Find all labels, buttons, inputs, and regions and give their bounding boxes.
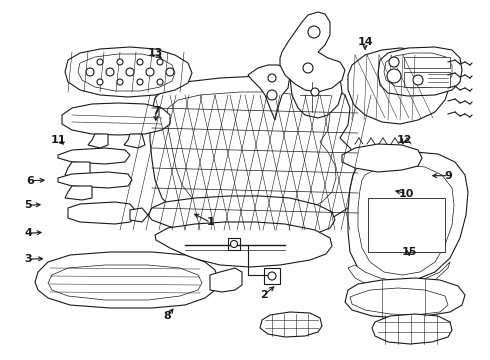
Polygon shape <box>290 68 342 118</box>
Circle shape <box>117 79 123 85</box>
Circle shape <box>389 57 399 67</box>
Circle shape <box>146 68 154 76</box>
Text: 1: 1 <box>207 217 215 228</box>
Text: 8: 8 <box>164 311 171 321</box>
Polygon shape <box>62 103 170 135</box>
Polygon shape <box>124 134 145 148</box>
Text: 7: 7 <box>152 106 160 116</box>
Text: 12: 12 <box>396 135 412 145</box>
Polygon shape <box>148 196 335 240</box>
Circle shape <box>157 59 163 65</box>
Polygon shape <box>58 172 132 188</box>
Polygon shape <box>384 53 452 88</box>
Circle shape <box>157 79 163 85</box>
Polygon shape <box>155 222 332 267</box>
Polygon shape <box>404 57 450 68</box>
Polygon shape <box>264 268 280 284</box>
Text: 4: 4 <box>24 228 32 238</box>
Polygon shape <box>348 262 450 290</box>
Polygon shape <box>78 54 175 91</box>
Text: 10: 10 <box>399 189 415 199</box>
Polygon shape <box>248 65 290 120</box>
Text: 6: 6 <box>26 176 34 186</box>
Circle shape <box>137 79 143 85</box>
Polygon shape <box>68 202 135 224</box>
Polygon shape <box>48 265 202 300</box>
Text: 9: 9 <box>444 171 452 181</box>
Polygon shape <box>378 47 462 96</box>
Polygon shape <box>58 148 130 164</box>
Text: 13: 13 <box>148 48 164 58</box>
Polygon shape <box>350 288 448 315</box>
Polygon shape <box>368 198 445 252</box>
Text: 11: 11 <box>51 135 67 145</box>
Polygon shape <box>88 134 108 148</box>
Polygon shape <box>358 165 454 275</box>
Polygon shape <box>348 152 468 282</box>
Polygon shape <box>404 72 450 87</box>
Circle shape <box>230 240 238 248</box>
Polygon shape <box>35 252 218 308</box>
Circle shape <box>311 88 319 96</box>
Polygon shape <box>342 144 422 172</box>
Polygon shape <box>65 162 90 178</box>
Text: 2: 2 <box>260 290 268 300</box>
Circle shape <box>268 272 276 280</box>
Polygon shape <box>348 48 450 124</box>
Polygon shape <box>345 278 465 318</box>
Polygon shape <box>280 12 345 92</box>
Circle shape <box>268 74 276 82</box>
Polygon shape <box>210 268 242 292</box>
Polygon shape <box>260 312 322 337</box>
Polygon shape <box>166 92 336 217</box>
Circle shape <box>106 68 114 76</box>
Circle shape <box>413 75 423 85</box>
Circle shape <box>303 63 313 73</box>
Circle shape <box>97 79 103 85</box>
Polygon shape <box>65 186 92 200</box>
Text: 15: 15 <box>401 247 417 257</box>
Text: 14: 14 <box>357 37 373 48</box>
Polygon shape <box>228 238 240 250</box>
Circle shape <box>97 59 103 65</box>
Polygon shape <box>65 47 192 97</box>
Circle shape <box>387 69 401 83</box>
Polygon shape <box>372 314 452 344</box>
Circle shape <box>308 26 320 38</box>
Circle shape <box>166 68 174 76</box>
Polygon shape <box>130 208 148 222</box>
Polygon shape <box>150 76 362 230</box>
Circle shape <box>126 68 134 76</box>
Circle shape <box>117 59 123 65</box>
Text: 3: 3 <box>24 254 32 264</box>
Text: 5: 5 <box>24 200 32 210</box>
Circle shape <box>267 90 277 100</box>
Circle shape <box>137 59 143 65</box>
Circle shape <box>86 68 94 76</box>
